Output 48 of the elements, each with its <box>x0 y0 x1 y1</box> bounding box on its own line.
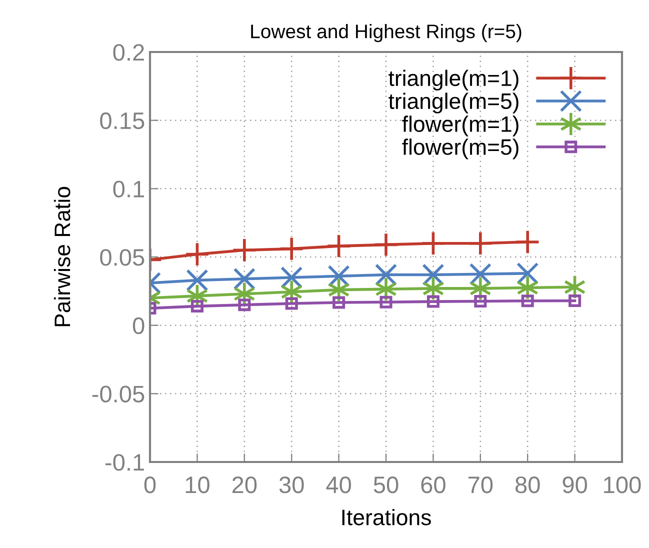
y-tick-label: 0 <box>132 317 144 334</box>
x-axis-title: Iterations <box>342 509 431 526</box>
legend-label: flower(m=5) <box>402 138 518 160</box>
point <box>285 297 298 310</box>
y-tick-label: -0.1 <box>106 454 144 471</box>
point <box>279 236 304 262</box>
legend-label: triangle(m=1) <box>388 70 518 90</box>
x-tick-label: 70 <box>468 476 493 494</box>
y-tick-label: 0.05 <box>100 249 144 266</box>
y-tick-label: -0.05 <box>92 386 144 402</box>
point <box>521 294 534 308</box>
point <box>469 262 492 286</box>
x-tick-label: 20 <box>232 476 257 494</box>
point <box>422 264 444 286</box>
y-tick-label: 0.2 <box>113 44 144 61</box>
y-axis-title: Pairwise Ratio <box>54 186 70 326</box>
legend-label: triangle(m=5) <box>388 92 518 114</box>
point <box>326 234 352 259</box>
point <box>380 296 392 308</box>
x-tick-label: 50 <box>374 476 398 494</box>
x-tick-label: 40 <box>326 476 352 494</box>
point <box>332 296 346 309</box>
point <box>468 230 493 256</box>
point <box>186 269 208 292</box>
x-tick-label: 100 <box>604 476 641 494</box>
point <box>426 295 440 308</box>
x-tick-label: 80 <box>515 476 540 494</box>
legend-label: flower(m=1) <box>402 116 518 136</box>
point <box>232 238 257 263</box>
point <box>568 294 582 307</box>
y-tick-label: 0.1 <box>113 180 144 198</box>
point <box>190 300 204 312</box>
point <box>515 229 540 254</box>
point <box>328 265 350 288</box>
point <box>374 232 398 258</box>
x-tick-label: 30 <box>279 476 304 494</box>
point <box>474 295 487 308</box>
y-tick-label: 0.15 <box>100 112 144 130</box>
point <box>280 266 303 289</box>
point <box>233 268 256 290</box>
x-tick-label: 60 <box>421 476 446 494</box>
x-tick-label: 10 <box>186 476 210 494</box>
x-tick-label: 90 <box>562 476 588 494</box>
point <box>374 264 398 286</box>
point <box>516 262 539 285</box>
point <box>238 298 251 312</box>
x-tick-label: 0 <box>144 476 156 494</box>
chart-title: Lowest and Highest Rings (r=5) <box>251 24 522 42</box>
